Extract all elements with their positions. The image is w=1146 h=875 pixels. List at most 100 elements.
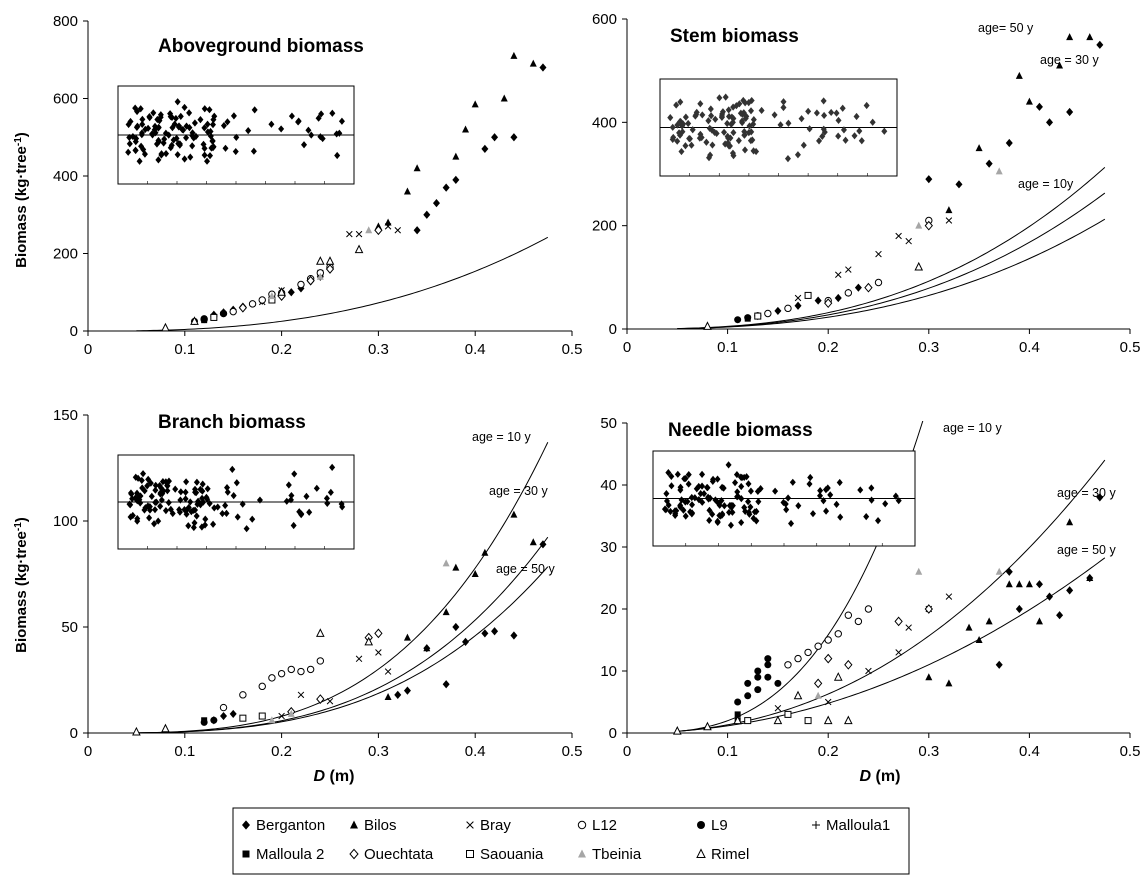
inset-residual-point (141, 150, 148, 158)
data-point-tbeinia (915, 567, 923, 575)
legend-item-bray: Bray (466, 817, 511, 834)
data-point-ouechtata (238, 302, 248, 313)
legend-item-bilos: Bilos (350, 817, 397, 834)
data-point-l12 (248, 300, 257, 308)
inset-residual-point (745, 498, 752, 506)
inset-residual-point (679, 122, 686, 130)
legend-marker (349, 848, 359, 860)
inset-residual-point (199, 487, 206, 495)
data-point-bilos (423, 644, 431, 652)
inset-residual-point (207, 152, 214, 160)
data-point-bilos (1005, 580, 1013, 588)
data-point-l9 (744, 692, 752, 700)
inset-residual-point (132, 473, 139, 481)
inset-residual-point (152, 481, 159, 489)
data-point-l9 (210, 716, 218, 724)
inset-residual-point (682, 142, 689, 150)
inset-residual-point (146, 514, 153, 522)
data-point-rimel (132, 726, 141, 736)
inset-residual-point (780, 103, 787, 112)
y-tick-label: 50 (61, 619, 78, 636)
inset-residual-point (204, 157, 211, 165)
inset-residual-point (714, 518, 721, 527)
inset-residual-point (741, 473, 748, 482)
data-point-bray (384, 223, 392, 230)
inset-residual-point (190, 134, 197, 142)
data-point-berganton (1035, 580, 1043, 589)
data-point-bilos (510, 510, 518, 518)
inset-residual-point (670, 133, 677, 142)
data-point-rimel (354, 244, 364, 254)
inset-residual-point (250, 147, 257, 155)
inset-residual-point (222, 144, 229, 152)
inset-residual-point (869, 118, 876, 126)
inset-residual-point (699, 482, 706, 490)
data-point-berganton (985, 159, 993, 168)
inset-residual-point (783, 506, 790, 514)
inset-residual-point (749, 136, 756, 144)
data-point-rimel (672, 726, 682, 735)
data-point-berganton (1066, 107, 1074, 117)
data-point-ouechtata (894, 616, 903, 627)
data-point-tbeinia (365, 226, 373, 234)
data-point-bray (375, 649, 382, 656)
data-point-bilos (1025, 97, 1033, 105)
data-point-berganton (955, 180, 963, 189)
inset-residual-point (323, 494, 330, 502)
data-point-rimel (161, 322, 170, 332)
data-point-bilos (384, 692, 392, 700)
data-point-l12 (297, 667, 305, 676)
inset-residual-point (725, 142, 732, 150)
inset-residual-point (224, 483, 231, 492)
inset-residual-point (806, 480, 813, 488)
inset-residual-point (836, 478, 843, 487)
data-point-bilos (1015, 580, 1023, 588)
inset-residual-point (789, 478, 796, 486)
inset-residual-point (851, 132, 858, 140)
inset-residual-point (706, 154, 713, 162)
x-axis-label: D (m) (314, 768, 355, 785)
fit-curve-label: age= 50 y (978, 21, 1034, 35)
inset-residual-point (336, 129, 343, 137)
y-tick-label: 200 (53, 246, 78, 263)
inset-residual-point (746, 510, 753, 518)
data-point-bray (355, 230, 363, 238)
x-tick-label: 0.1 (174, 743, 195, 760)
legend-item-l12: L12 (577, 817, 617, 834)
inset-residual-point (777, 121, 784, 129)
inset-residual-point (827, 491, 834, 499)
inset-residual-point (739, 110, 746, 118)
data-point-bilos (975, 144, 983, 152)
inset-residual-point (285, 481, 292, 489)
inset-residual-point (199, 480, 206, 488)
inset-residual-point (813, 109, 820, 117)
inset-residual-point (688, 493, 695, 502)
x-tick-label: 0.3 (368, 341, 389, 358)
y-tick-label: 200 (592, 218, 617, 235)
data-point-l12 (824, 636, 832, 644)
inset-residual-point (256, 496, 263, 504)
x-tick-label: 0.4 (1019, 339, 1040, 356)
inset-residual-point (822, 486, 829, 494)
inset-residual-point (668, 472, 675, 481)
x-tick-label: 0.3 (918, 743, 939, 760)
inset-residual-point (249, 515, 256, 523)
data-point-bilos (500, 94, 508, 102)
inset-residual-point (772, 487, 779, 495)
data-point-rimel (773, 715, 783, 725)
y-tick-label: 20 (600, 601, 617, 618)
data-point-berganton (1096, 40, 1104, 49)
inset-residual-point (729, 149, 736, 157)
inset-residual-point (132, 146, 139, 155)
inset-residual-point (126, 140, 133, 148)
panel-branch-biomass: Branch biomass Biomass (kg·tree-1) D (m)… (13, 407, 583, 785)
inset-residual-point (223, 509, 230, 518)
inset-residual-point (234, 513, 241, 521)
data-point-tbeinia (915, 221, 923, 229)
inset-residual-point (718, 112, 725, 120)
legend-marker (466, 821, 474, 829)
inset-residual-point (750, 120, 757, 128)
data-point-bray (865, 667, 872, 675)
inset-residual-point (142, 125, 149, 134)
inset-residual-point (819, 132, 826, 140)
